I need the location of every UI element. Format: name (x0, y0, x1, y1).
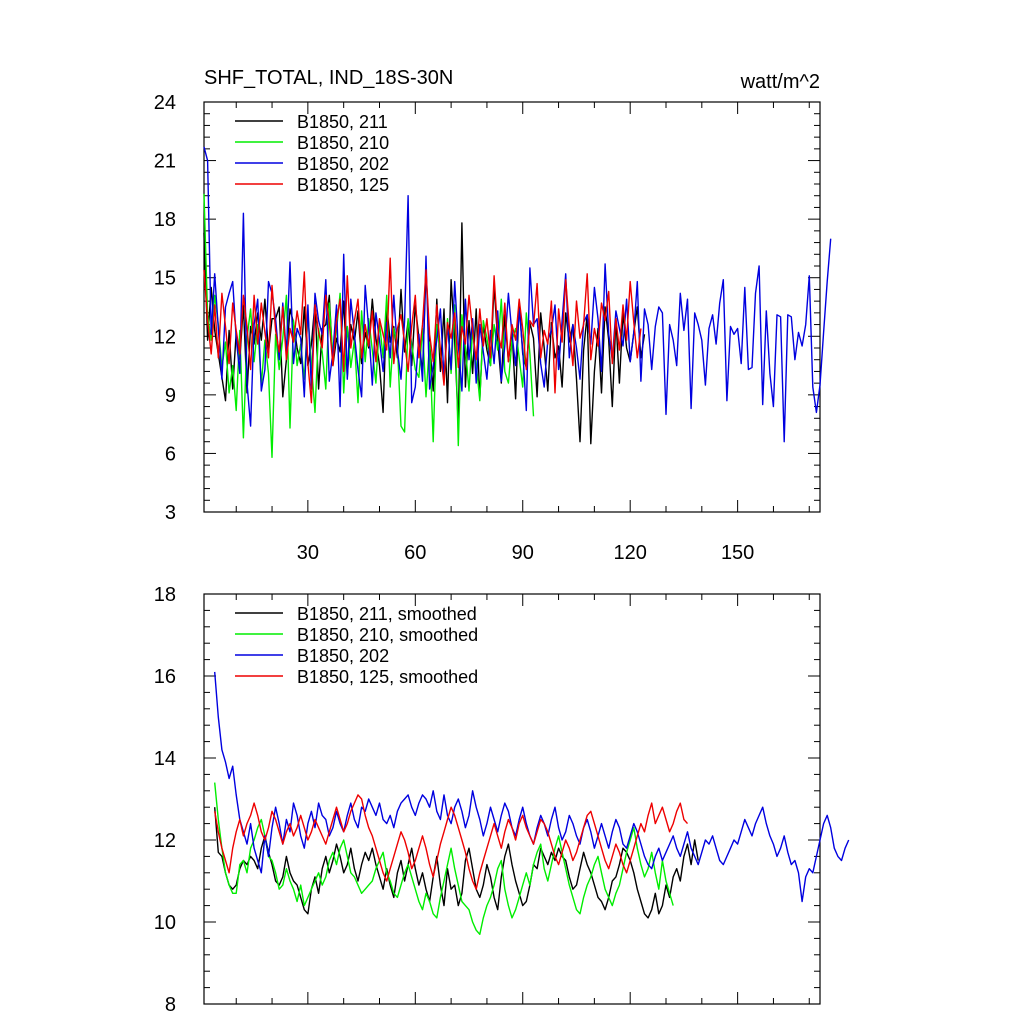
y-tick-label: 18 (154, 584, 176, 606)
y-tick-label: 8 (165, 994, 176, 1016)
x-tick-label: 120 (613, 542, 646, 564)
x-tick-label: 30 (297, 542, 319, 564)
x-tick-label: 60 (404, 542, 426, 564)
series-line (203, 146, 832, 443)
y-tick-label: 9 (165, 385, 176, 407)
y-tick-label: 14 (154, 748, 176, 770)
series-line (214, 794, 689, 890)
y-tick-label: 10 (154, 912, 176, 934)
y-tick-label: 21 (154, 151, 176, 173)
legend-label: B1850, 210, smoothed (297, 625, 478, 645)
axis-ticks: 8 10 12 14 16 18 (154, 584, 820, 1016)
plot-frame (203, 593, 821, 1005)
y-tick-label: 12 (154, 830, 176, 852)
y-tick-label: 6 (165, 443, 176, 465)
y-tick-label: 18 (154, 209, 176, 231)
legend-label: B1850, 211, smoothed (297, 604, 477, 624)
series-line (203, 257, 642, 404)
legend-label: B1850, 125 (297, 175, 389, 195)
y-tick-label: 12 (154, 326, 176, 348)
y-tick-label: 3 (165, 502, 176, 524)
series-line (214, 782, 674, 935)
series-line (214, 671, 850, 903)
legend-label: B1850, 202 (297, 154, 389, 174)
series-line (214, 807, 699, 919)
legend-label: B1850, 202 (297, 646, 389, 666)
chart-title: SHF_TOTAL, IND_18S-30N (204, 67, 453, 89)
x-tick-label: 90 (512, 542, 534, 564)
series-group (203, 146, 832, 458)
y-tick-label: 24 (154, 92, 176, 114)
series-group (214, 671, 850, 935)
plot-frame (203, 101, 821, 513)
y-tick-label: 15 (154, 268, 176, 290)
y-tick-label: 16 (154, 666, 176, 688)
legend-label: B1850, 125, smoothed (297, 667, 478, 687)
legend-label: B1850, 210 (297, 133, 389, 153)
top-panel: SHF_TOTAL, IND_18S-30N watt/m^2 3 6 9 12 15 1… (154, 67, 832, 564)
units-label: watt/m^2 (740, 71, 820, 93)
x-tick-label: 150 (721, 542, 754, 564)
legend-label: B1850, 211 (297, 112, 388, 132)
